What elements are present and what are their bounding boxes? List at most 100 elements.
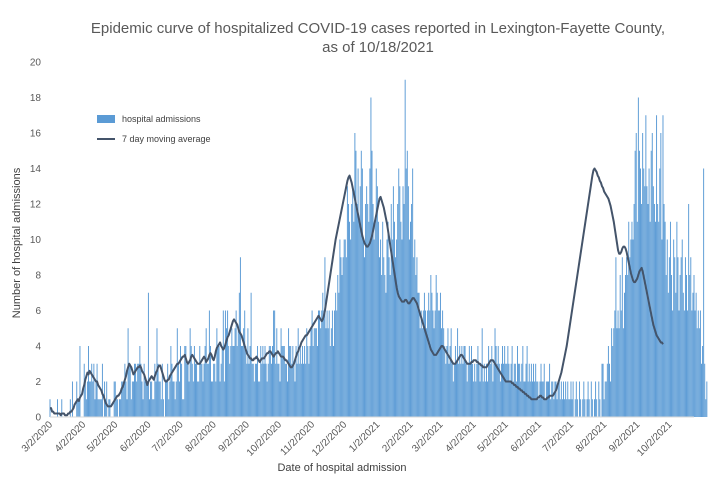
admissions-bar [500, 363, 502, 417]
admissions-bar [645, 115, 647, 417]
admissions-bar [410, 221, 411, 417]
admissions-bar [557, 381, 559, 417]
admissions-bar [371, 150, 373, 417]
admissions-bar [264, 346, 266, 417]
admissions-bar [366, 186, 368, 417]
admissions-bar [503, 363, 505, 417]
admissions-bar [270, 363, 272, 417]
admissions-bar [630, 239, 632, 417]
admissions-bar [453, 363, 455, 417]
admissions-bar [143, 363, 145, 417]
admissions-bar [421, 328, 423, 417]
admissions-bar [137, 363, 139, 417]
admissions-bar [643, 168, 645, 417]
admissions-bar [580, 399, 582, 417]
admissions-bar [412, 168, 414, 417]
admissions-bar [71, 381, 73, 417]
admissions-bar [329, 346, 331, 417]
admissions-bar [206, 363, 208, 417]
admissions-bar [616, 328, 618, 417]
admissions-bar [324, 257, 326, 417]
admissions-bar [658, 221, 660, 417]
y-tick-label: 10 [30, 235, 42, 246]
admissions-bar [387, 221, 389, 417]
admissions-bar [284, 363, 286, 417]
admissions-bar [695, 292, 697, 417]
admissions-bar [185, 346, 187, 417]
admissions-bar [656, 115, 658, 417]
admissions-bar [182, 399, 184, 417]
admissions-bar [548, 381, 549, 417]
admissions-bar [131, 381, 133, 417]
admissions-bar [90, 381, 92, 417]
admissions-bar [382, 221, 384, 417]
admissions-bar [696, 328, 698, 417]
admissions-bar [431, 292, 433, 417]
admissions-bar [175, 381, 177, 417]
y-tick-label: 12 [30, 200, 42, 211]
admissions-bar [204, 346, 206, 417]
admissions-bar [492, 381, 494, 417]
admissions-bar [142, 399, 144, 417]
admissions-bar [632, 239, 634, 417]
admissions-bar [702, 346, 704, 417]
admissions-bar [357, 168, 359, 417]
admissions-bar [652, 186, 654, 417]
admissions-bar [168, 399, 170, 417]
admissions-bar [218, 346, 220, 417]
admissions-bar [216, 328, 218, 417]
admissions-bar [217, 346, 219, 417]
admissions-bar [428, 292, 430, 417]
admissions-bar [61, 399, 63, 417]
admissions-bar [627, 275, 629, 417]
admissions-bar [662, 115, 664, 417]
admissions-bar [305, 363, 307, 417]
admissions-bar [641, 204, 643, 417]
admissions-bar [452, 381, 454, 417]
admissions-bar [246, 363, 248, 417]
admissions-bar [165, 381, 167, 417]
admissions-bar [680, 257, 682, 417]
admissions-bar [92, 381, 94, 417]
admissions-bar [445, 363, 447, 417]
admissions-bar [304, 346, 306, 417]
admissions-bar [89, 381, 91, 417]
admissions-bar [262, 346, 264, 417]
admissions-bar [252, 363, 254, 417]
admissions-bar [389, 275, 391, 417]
admissions-bar [571, 399, 573, 417]
admissions-bar [439, 292, 441, 417]
admissions-bar [595, 381, 597, 417]
admissions-bar [375, 168, 377, 417]
admissions-bar [698, 328, 700, 417]
admissions-bar [121, 381, 123, 417]
admissions-bar [79, 346, 81, 417]
admissions-bar [485, 363, 487, 417]
admissions-bar [669, 221, 671, 417]
admissions-bar [349, 221, 351, 417]
admissions-bar [77, 399, 79, 417]
admissions-bar [438, 310, 440, 417]
admissions-bar [100, 399, 102, 417]
admissions-bar [272, 346, 273, 417]
admissions-bar [318, 310, 319, 417]
admissions-bar [97, 399, 99, 417]
admissions-bar [325, 328, 327, 417]
admissions-bar [140, 363, 142, 417]
admissions-bar [155, 381, 157, 417]
admissions-bar [523, 381, 525, 417]
admissions-bar [237, 328, 239, 417]
admissions-bar [341, 275, 343, 417]
admissions-bar [631, 221, 633, 417]
admissions-bar [260, 346, 262, 417]
admissions-bar [388, 257, 390, 417]
admissions-bar [346, 186, 348, 417]
admissions-bar [621, 257, 623, 417]
admissions-bar [684, 257, 686, 417]
admissions-bar [633, 204, 635, 417]
admissions-bar [678, 310, 680, 417]
admissions-bar [619, 275, 621, 417]
admissions-bar [495, 346, 497, 417]
admissions-bar [201, 363, 203, 417]
admissions-bar [478, 363, 480, 417]
